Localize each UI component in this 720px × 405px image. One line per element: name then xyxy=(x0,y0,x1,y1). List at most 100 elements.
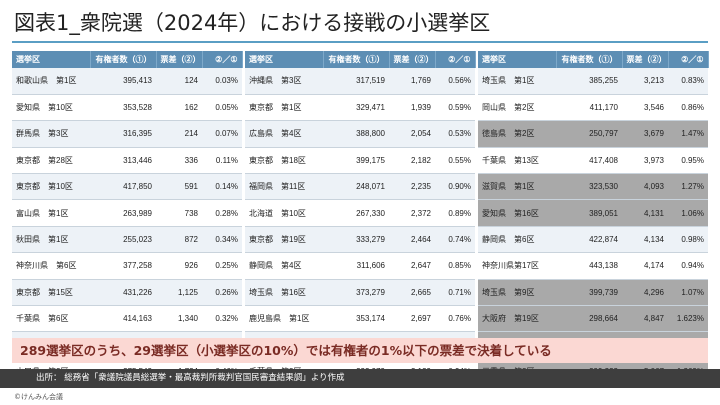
column-header: ②／① xyxy=(202,51,243,68)
ratio-cell: 0.85% xyxy=(435,252,475,280)
vote-margin-cell: 2,372 xyxy=(389,199,435,227)
voters-cell: 353,528 xyxy=(90,94,156,122)
district-cell: 東京都 第28区 xyxy=(12,147,90,175)
voters-cell: 377,258 xyxy=(90,252,156,280)
table-row: 徳島県 第2区 250,797 3,679 1.47% xyxy=(478,120,708,148)
voters-cell: 385,255 xyxy=(556,68,622,95)
vote-margin-cell: 1,939 xyxy=(389,94,435,122)
district-cell: 静岡県 第6区 xyxy=(478,226,556,254)
voters-cell: 431,226 xyxy=(90,279,156,307)
voters-cell: 316,395 xyxy=(90,120,156,148)
voters-cell: 399,739 xyxy=(556,279,622,307)
ratio-cell: 0.86% xyxy=(668,94,708,122)
column-header: 票差（②） xyxy=(389,51,436,68)
vote-margin-cell: 4,131 xyxy=(622,199,668,227)
table-row: 滋賀県 第1区 323,530 4,093 1.27% xyxy=(478,173,708,201)
district-cell: 大阪府 第19区 xyxy=(478,305,556,333)
ratio-cell: 0.83% xyxy=(668,68,708,95)
voters-cell: 250,797 xyxy=(556,120,622,148)
column-header: 有権者数（①） xyxy=(556,51,623,68)
voters-cell: 313,446 xyxy=(90,147,156,175)
table-row: 岡山県 第2区 411,170 3,546 0.86% xyxy=(478,94,708,122)
vote-margin-cell: 738 xyxy=(156,199,202,227)
table-row: 静岡県 第4区 311,606 2,647 0.85% xyxy=(245,252,475,280)
table-header-row: 選挙区 有権者数（①） 票差（②） ②／① xyxy=(12,51,243,68)
vote-margin-cell: 2,182 xyxy=(389,147,435,175)
vote-margin-cell: 4,093 xyxy=(622,173,668,201)
voters-cell: 443,138 xyxy=(556,252,622,280)
ratio-cell: 0.34% xyxy=(202,226,242,254)
column-header: 選挙区 xyxy=(478,51,557,68)
vote-margin-cell: 162 xyxy=(156,94,202,122)
column-header: 票差（②） xyxy=(156,51,203,68)
vote-margin-cell: 336 xyxy=(156,147,202,175)
ratio-cell: 0.76% xyxy=(435,305,475,333)
voters-cell: 267,330 xyxy=(323,199,389,227)
table-row: 埼玉県 第9区 399,739 4,296 1.07% xyxy=(478,279,708,307)
district-cell: 東京都 第10区 xyxy=(12,173,90,201)
column-header: ②／① xyxy=(668,51,709,68)
district-cell: 和歌山県 第1区 xyxy=(12,68,90,95)
voters-cell: 353,174 xyxy=(323,305,389,333)
district-cell: 徳島県 第2区 xyxy=(478,120,556,148)
district-cell: 秋田県 第1区 xyxy=(12,226,90,254)
table-row: 富山県 第1区 263,989 738 0.28% xyxy=(12,199,242,227)
table-row: 大阪府 第19区 298,664 4,847 1.623% xyxy=(478,305,708,333)
voters-cell: 323,530 xyxy=(556,173,622,201)
district-cell: 東京都 第1区 xyxy=(245,94,323,122)
table-row: 東京都 第1区 329,471 1,939 0.59% xyxy=(245,94,475,122)
voters-cell: 311,606 xyxy=(323,252,389,280)
results-tables: 選挙区 有権者数（①） 票差（②） ②／① 和歌山県 第1区 395,413 124 0.03… xyxy=(12,51,709,386)
voters-cell: 388,800 xyxy=(323,120,389,148)
vote-margin-cell: 2,665 xyxy=(389,279,435,307)
ratio-cell: 0.32% xyxy=(202,305,242,333)
vote-margin-cell: 872 xyxy=(156,226,202,254)
vote-margin-cell: 4,134 xyxy=(622,226,668,254)
vote-margin-cell: 2,647 xyxy=(389,252,435,280)
vote-margin-cell: 3,213 xyxy=(622,68,668,95)
voters-cell: 389,051 xyxy=(556,199,622,227)
vote-margin-cell: 4,174 xyxy=(622,252,668,280)
district-cell: 神奈川県 第6区 xyxy=(12,252,90,280)
vote-margin-cell: 591 xyxy=(156,173,202,201)
district-cell: 愛知県 第10区 xyxy=(12,94,90,122)
table-header-row: 選挙区 有権者数（①） 票差（②） ②／① xyxy=(245,51,476,68)
voters-cell: 399,175 xyxy=(323,147,389,175)
vote-margin-cell: 2,235 xyxy=(389,173,435,201)
vote-margin-cell: 2,464 xyxy=(389,226,435,254)
district-cell: 埼玉県 第1区 xyxy=(478,68,556,95)
ratio-cell: 0.59% xyxy=(435,94,475,122)
table-row: 東京都 第15区 431,226 1,125 0.26% xyxy=(12,279,242,307)
table-row: 千葉県 第6区 414,163 1,340 0.32% xyxy=(12,305,242,333)
table-row: 福岡県 第11区 248,071 2,235 0.90% xyxy=(245,173,475,201)
table-row: 鹿児島県 第1区 353,174 2,697 0.76% xyxy=(245,305,475,333)
vote-margin-cell: 4,847 xyxy=(622,305,668,333)
table-row: 東京都 第18区 399,175 2,182 0.55% xyxy=(245,147,475,175)
copyright-note: ©けんみん会議 xyxy=(14,393,63,401)
voters-cell: 422,874 xyxy=(556,226,622,254)
source-note: 出所： 総務省「衆議院議員総選挙・最高裁判所裁判官国民審査結果調」より作成 xyxy=(0,369,720,388)
ratio-cell: 0.74% xyxy=(435,226,475,254)
table-row: 千葉県 第13区 417,408 3,973 0.95% xyxy=(478,147,708,175)
district-cell: 静岡県 第4区 xyxy=(245,252,323,280)
ratio-cell: 0.14% xyxy=(202,173,242,201)
results-table-1: 選挙区 有権者数（①） 票差（②） ②／① 和歌山県 第1区 395,413 124 0.03… xyxy=(12,51,243,386)
ratio-cell: 1.07% xyxy=(668,279,708,307)
voters-cell: 263,989 xyxy=(90,199,156,227)
district-cell: 広島県 第4区 xyxy=(245,120,323,148)
voters-cell: 395,413 xyxy=(90,68,156,95)
table-row: 群馬県 第3区 316,395 214 0.07% xyxy=(12,120,242,148)
table-row: 愛知県 第16区 389,051 4,131 1.06% xyxy=(478,199,708,227)
page-title: 図表1_衆院選（2024年）における接戦の小選挙区 xyxy=(14,11,491,35)
vote-margin-cell: 926 xyxy=(156,252,202,280)
table-row: 東京都 第19区 333,279 2,464 0.74% xyxy=(245,226,475,254)
ratio-cell: 1.27% xyxy=(668,173,708,201)
ratio-cell: 0.89% xyxy=(435,199,475,227)
voters-cell: 417,408 xyxy=(556,147,622,175)
district-cell: 滋賀県 第1区 xyxy=(478,173,556,201)
ratio-cell: 0.90% xyxy=(435,173,475,201)
district-cell: 東京都 第19区 xyxy=(245,226,323,254)
ratio-cell: 0.98% xyxy=(668,226,708,254)
district-cell: 埼玉県 第16区 xyxy=(245,279,323,307)
voters-cell: 248,071 xyxy=(323,173,389,201)
